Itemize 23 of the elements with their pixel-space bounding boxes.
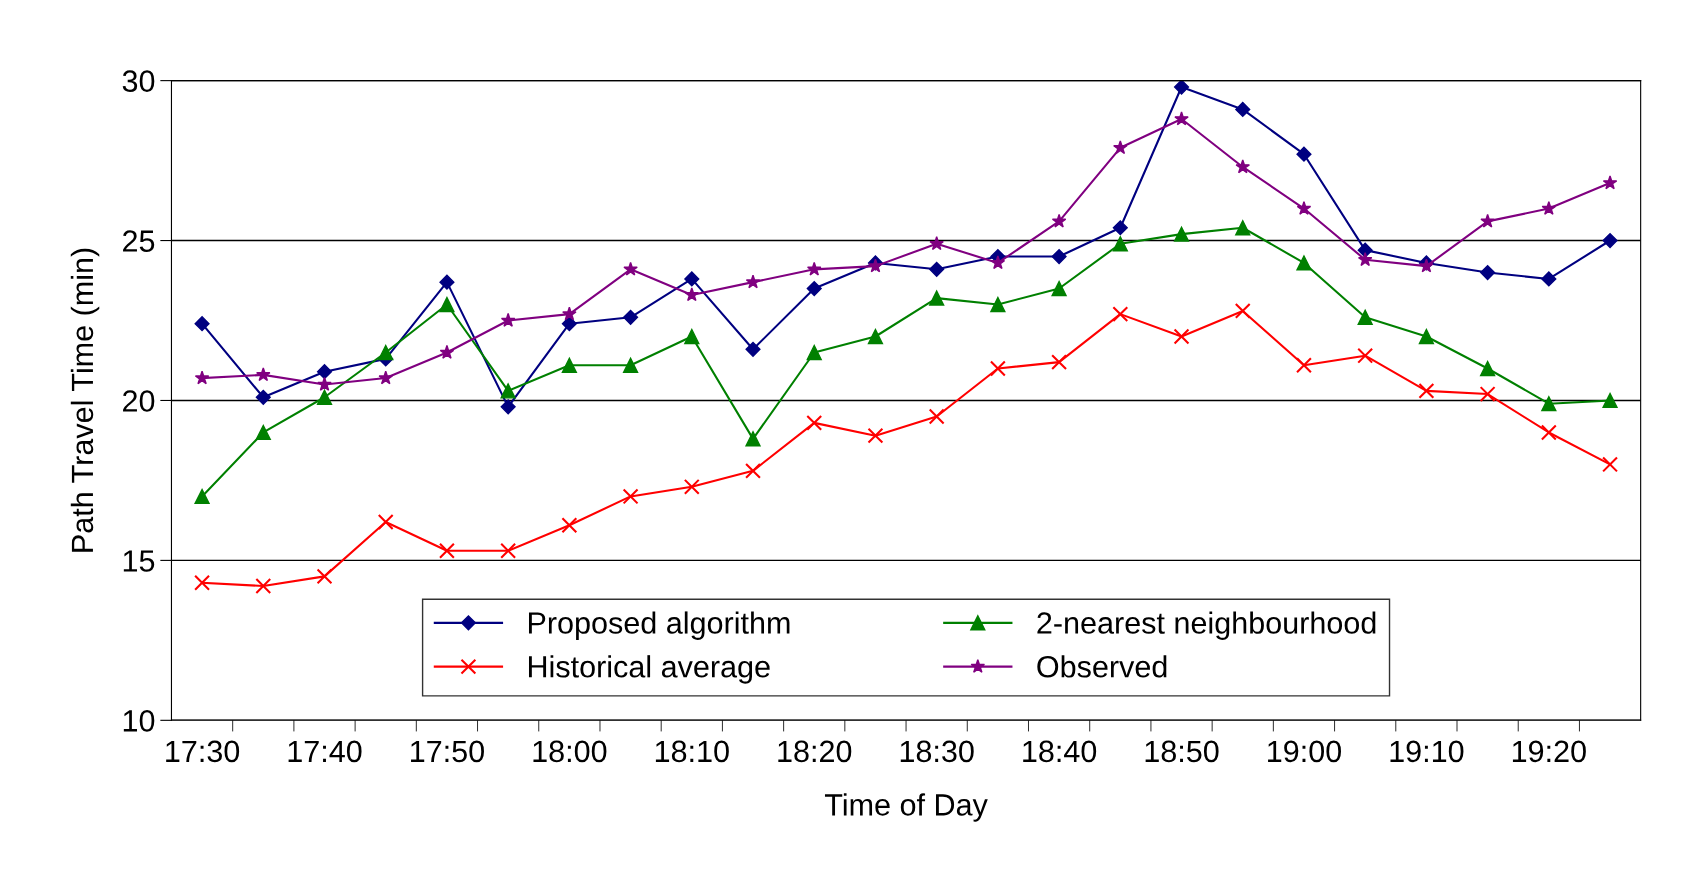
y-axis-title: Path Travel Time (min): [70, 248, 100, 552]
x-tick-label: 18:50: [1145, 740, 1219, 763]
legend-label: Historical average: [528, 655, 770, 684]
x-tick-label: 17:30: [166, 740, 240, 763]
y-tick-label: 30: [122, 70, 155, 92]
x-tick-label: 17:40: [288, 740, 362, 763]
x-tick-label: 18:40: [1023, 740, 1097, 763]
y-tick-label: 25: [123, 230, 155, 252]
x-tick-label: 18:20: [778, 740, 852, 763]
y-tick-label: 10: [123, 710, 155, 732]
legend-label: Proposed algorithm: [528, 611, 790, 640]
x-axis-title: Time of Day: [824, 793, 988, 822]
y-tick-label: 15: [123, 550, 155, 572]
x-tick-label: 18:10: [655, 740, 729, 763]
x-tick-label: 19:00: [1268, 740, 1342, 763]
legend-label: Observed: [1037, 655, 1167, 678]
y-tick-label: 20: [123, 390, 155, 412]
x-tick-label: 18:30: [900, 740, 974, 763]
x-tick-label: 19:10: [1390, 740, 1464, 763]
legend-label: 2-nearest neighbourhood: [1037, 611, 1376, 640]
x-tick-label: 17:50: [411, 740, 484, 763]
x-tick-label: 19:20: [1512, 740, 1586, 763]
x-tick-label: 18:00: [533, 740, 607, 763]
